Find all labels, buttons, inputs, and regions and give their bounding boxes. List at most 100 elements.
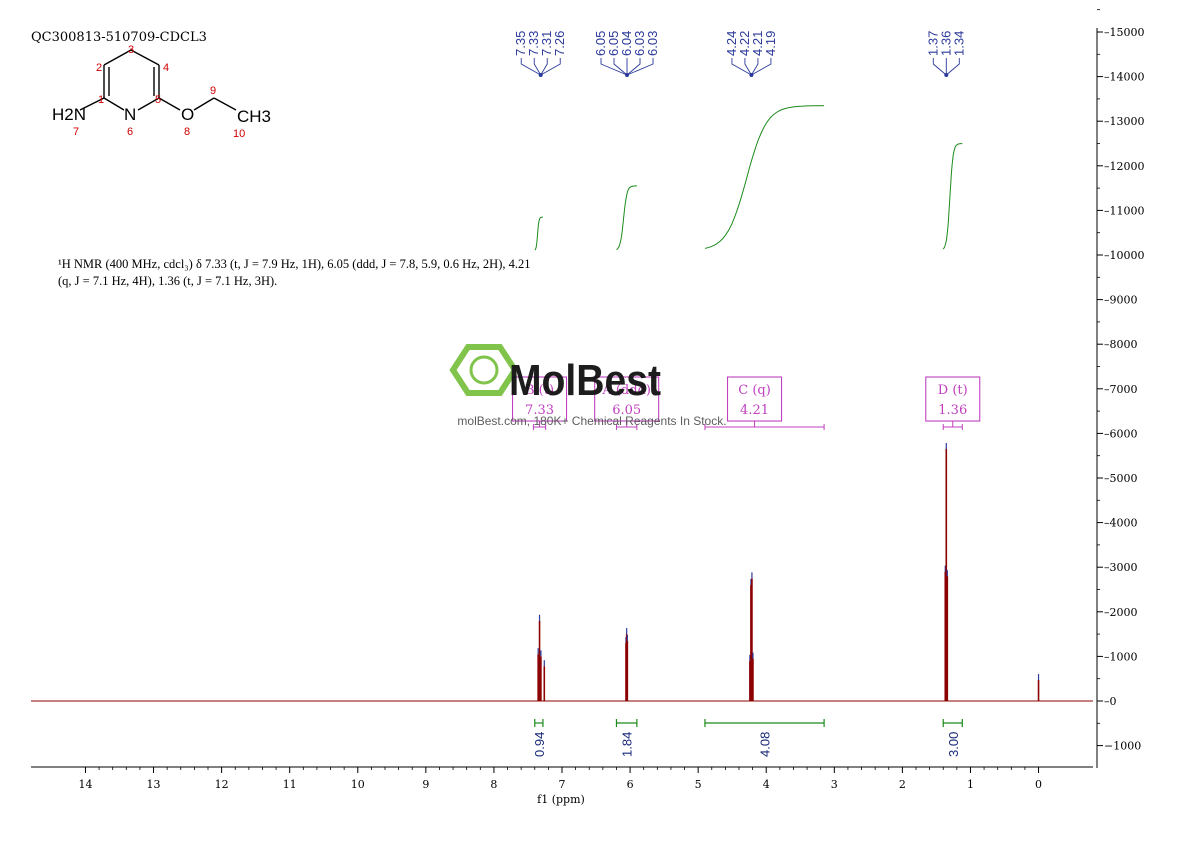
peak-shift-label: 1.34	[951, 31, 966, 56]
y-tick-label: –10000	[1104, 249, 1145, 262]
y-tick-label: –12000	[1104, 160, 1145, 173]
peak-label-leader	[932, 58, 947, 76]
peak-shift-label: 6.03	[645, 31, 660, 56]
peak-group-apex	[625, 73, 630, 77]
peak-shift-label: 7.35	[513, 31, 528, 56]
chemical-structure: H2N N O CH3 1 2 3 4 5 6 7 8 9 10	[52, 44, 271, 140]
peak-shift-label: 6.03	[632, 31, 647, 56]
x-tick-label: 9	[422, 778, 429, 791]
nmr-summary-line-1: ¹H NMR (400 MHz, cdcl₃) δ 7.33 (t, J = 7…	[58, 257, 531, 271]
peak-shift-label: 6.05	[606, 31, 621, 56]
x-tick-label: 6	[627, 778, 634, 791]
integral-value: 4.08	[758, 732, 773, 757]
atom-number-3: 3	[128, 44, 134, 56]
amino-group-label: H2N	[52, 105, 86, 124]
y-tick-label: –4000	[1104, 517, 1138, 530]
x-tick-label: 12	[215, 778, 229, 791]
atom-number-8: 8	[184, 126, 190, 138]
x-tick-label: 14	[78, 778, 92, 791]
y-tick-label: –6000	[1104, 427, 1138, 440]
x-tick-label: 2	[899, 778, 906, 791]
multiplet-shift: 7.33	[525, 403, 554, 418]
integral-curves	[534, 105, 963, 251]
y-tick-label: –0	[1104, 695, 1117, 708]
peak-label-leader	[626, 58, 654, 76]
multiplet-name: B (t)	[525, 383, 554, 398]
multiplet-shift: 6.05	[612, 403, 641, 418]
peak-labels: 7.357.337.317.26 6.056.056.046.036.03 4.24…	[513, 31, 966, 77]
x-tick-label: 13	[147, 778, 161, 791]
multiplet-annotations: B (t) 7.33 A (ddd) 6.05 C (q) 4.21 D (t) 1.36	[511, 376, 981, 430]
atom-number-7: 7	[73, 126, 79, 138]
y-tick-label: –15000	[1104, 26, 1145, 39]
peak-shift-label: 1.37	[925, 31, 940, 56]
multiplet-name: D (t)	[938, 383, 968, 398]
peak-shift-label: 6.05	[593, 31, 608, 56]
ring-nitrogen-label: N	[124, 105, 136, 124]
multiplet-name: C (q)	[738, 383, 771, 398]
atom-number-2: 2	[96, 62, 102, 74]
x-tick-label: 8	[490, 778, 497, 791]
ether-oxygen-label: O	[181, 105, 194, 124]
axes: 14 13 12 11 10 9 8 7 6 5 4 3 2 1 0 –15000–14000–13000–…	[31, 9, 1145, 806]
peak-label-leader	[946, 58, 960, 76]
molbest-watermark: MolBest molBest.com, 180K+ Chemical Reag…	[449, 344, 727, 428]
integral-curve	[616, 185, 637, 251]
x-axis-label: f1 (ppm)	[537, 793, 585, 806]
y-tick-label: –2000	[1104, 606, 1138, 619]
peak-label-leader	[613, 58, 628, 76]
peak-group-apex	[538, 73, 543, 77]
integral-value: 0.94	[532, 732, 547, 757]
peak-group-apex	[944, 73, 949, 77]
peak-shift-label: 7.26	[552, 31, 567, 56]
peak-label-leader	[540, 58, 561, 76]
x-tick-label: 3	[831, 778, 838, 791]
integral-curve	[704, 105, 825, 249]
peak-label-leader	[520, 58, 541, 76]
peak-label-leader	[751, 58, 759, 76]
atom-number-9: 9	[210, 85, 216, 97]
x-tick-label: 4	[763, 778, 770, 791]
molbest-brand-text: MolBest	[509, 356, 661, 405]
peak-label-leader	[600, 58, 628, 76]
peak-label-leader	[731, 58, 752, 76]
x-tick-label: 10	[351, 778, 365, 791]
y-tick-label: –11000	[1104, 204, 1145, 217]
spectrum	[31, 443, 1093, 702]
peak-label-leader	[744, 58, 752, 76]
integral-curve	[942, 143, 963, 250]
peak-label-leader	[540, 58, 548, 76]
y-tick-label: –3000	[1104, 561, 1138, 574]
integral-value: 1.84	[620, 732, 635, 757]
peak-shift-label: 4.19	[763, 31, 778, 56]
y-tick-label: –7000	[1104, 383, 1138, 396]
multiplet-shift: 1.36	[938, 403, 967, 418]
x-tick-label: 11	[283, 778, 297, 791]
peak-shift-label: 7.31	[539, 31, 554, 56]
peak-shift-label: 4.22	[737, 31, 752, 56]
atom-number-6: 6	[127, 126, 133, 138]
sample-id: QC300813-510709-CDCL3	[31, 30, 207, 45]
y-tick-label: −1000	[1104, 740, 1141, 753]
peak-shift-label: 4.21	[750, 31, 765, 56]
peak-shift-label: 1.36	[938, 31, 953, 56]
y-tick-label: –9000	[1104, 294, 1138, 307]
methyl-group-label: CH3	[237, 107, 271, 126]
y-tick-label: –14000	[1104, 71, 1145, 84]
atom-number-1: 1	[98, 94, 104, 106]
integral-curve	[534, 216, 543, 251]
y-tick-label: –5000	[1104, 472, 1138, 485]
x-tick-label: 7	[559, 778, 566, 791]
x-tick-label: 5	[695, 778, 702, 791]
atom-number-5: 5	[155, 94, 161, 106]
atom-number-10: 10	[233, 128, 245, 140]
nmr-summary-line-2: (q, J = 7.1 Hz, 4H), 1.36 (t, J = 7.1 Hz…	[58, 274, 278, 288]
integral-bars: 0.94 1.84 4.08 3.00	[532, 719, 963, 757]
nmr-summary: ¹H NMR (400 MHz, cdcl₃) δ 7.33 (t, J = 7…	[58, 256, 618, 290]
y-tick-label: –1000	[1104, 650, 1138, 663]
x-tick-label: 0	[1035, 778, 1042, 791]
peak-shift-label: 4.24	[724, 31, 739, 56]
y-tick-label: –8000	[1104, 338, 1138, 351]
peak-shift-label: 7.33	[526, 31, 541, 56]
